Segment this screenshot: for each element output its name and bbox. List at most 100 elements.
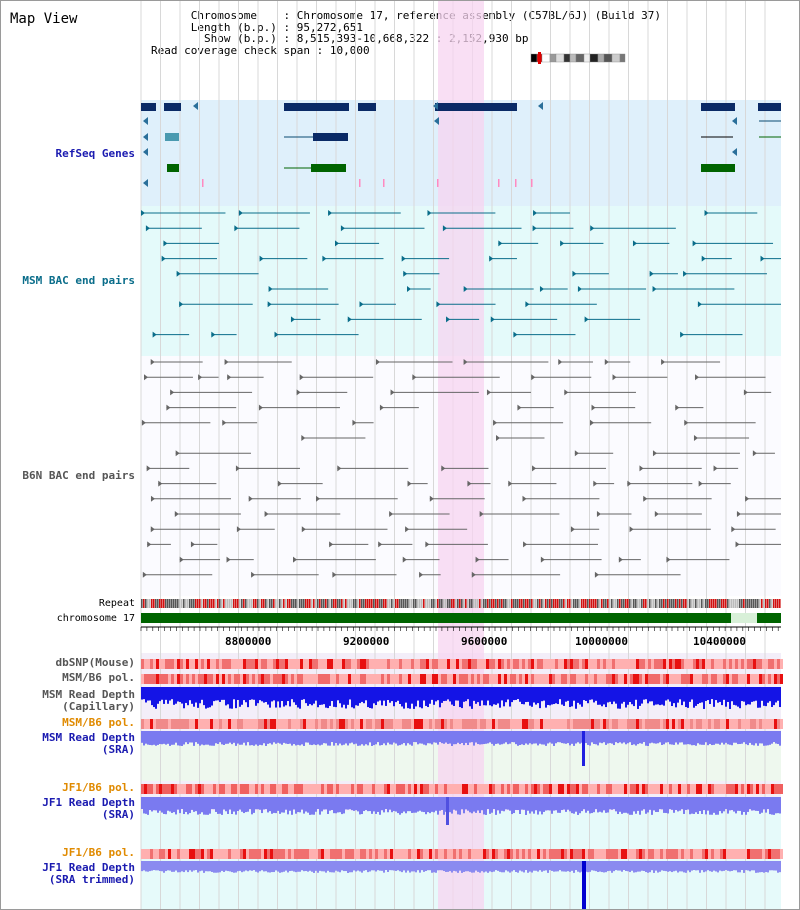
msm-sra-depth-bar: [485, 731, 487, 744]
jf1-b6-pol-strip: [747, 849, 750, 859]
dbsnp-strip: [336, 659, 339, 669]
msm-sra-depth-bar: [173, 731, 175, 745]
msm-b6-pol-strip: [351, 674, 354, 684]
jf1-b6-pol-strip: [642, 784, 645, 794]
jf1-b6-pol-strip: [285, 849, 288, 859]
msm-sra-depth-bar: [347, 731, 349, 746]
jf1-b6-pol-strip: [375, 849, 378, 859]
jf1-trim-depth-bar: [279, 861, 281, 873]
jf1-trim-depth-bar: [289, 861, 291, 872]
track-label-msm-bac[interactable]: MSM BAC end pairs: [22, 274, 135, 287]
msm-cap-depth-bar: [537, 687, 539, 704]
jf1-trim-depth-bar: [191, 861, 193, 872]
track-label-jf1-depth-sra[interactable]: JF1 Read Depth: [42, 796, 135, 809]
jf1-trim-depth-bar: [573, 861, 575, 873]
jf1-b6-pol-strip: [654, 849, 657, 859]
msm-cap-depth-bar: [443, 687, 445, 702]
jf1-sra-depth-bar: [149, 797, 151, 811]
repeat-mark: [299, 599, 301, 608]
jf1-trim-depth-bar: [517, 861, 519, 873]
msm-b6-pol-strip: [723, 674, 726, 684]
track-label-msm-b6-pol-2[interactable]: MSM/B6 pol.: [62, 716, 135, 729]
msm-sra-depth-bar: [569, 731, 571, 746]
jf1-b6-pol-strip: [345, 784, 348, 794]
dbsnp-strip: [585, 659, 588, 669]
msm-cap-depth-bar: [313, 687, 315, 704]
dbsnp-strip: [732, 659, 735, 669]
jf1-b6-pol-strip: [639, 784, 642, 794]
msm-sra-depth-bar: [435, 731, 437, 743]
msm-b6-pol-strip: [603, 719, 606, 729]
jf1-sra-depth-bar: [457, 797, 459, 815]
track-label-refseq[interactable]: RefSeq Genes: [55, 147, 135, 160]
repeat-mark: [731, 599, 733, 608]
track-label-msm-b6-pol-1[interactable]: MSM/B6 pol.: [62, 671, 135, 684]
jf1-sra-depth-bar: [769, 797, 771, 815]
dbsnp-strip: [771, 659, 774, 669]
msm-b6-pol-strip: [201, 674, 204, 684]
msm-sra-depth-bar: [415, 731, 417, 743]
msm-sra-depth-bar: [229, 731, 231, 743]
jf1-trim-depth-bar: [713, 861, 715, 871]
msm-b6-pol-strip: [312, 674, 315, 684]
jf1-trim-depth-bar: [733, 861, 735, 871]
repeat-mark: [539, 599, 541, 608]
jf1-sra-depth-bar: [615, 797, 617, 812]
repeat-mark: [289, 599, 291, 608]
jf1-sra-depth-bar: [741, 797, 743, 815]
jf1-b6-pol-strip: [594, 784, 597, 794]
gene-arrow: [732, 117, 737, 125]
msm-sra-depth-bar: [267, 731, 269, 744]
msm-b6-pol-strip: [336, 719, 339, 729]
track-label-jf1-b6-pol-1[interactable]: JF1/B6 pol.: [62, 781, 135, 794]
msm-sra-depth-bar: [363, 731, 365, 746]
jf1-trim-depth-bar: [165, 861, 167, 872]
msm-sra-depth-bar: [773, 731, 775, 743]
jf1-b6-pol-strip: [678, 849, 681, 859]
msm-cap-depth-bar: [639, 687, 641, 706]
jf1-sra-depth-bar: [725, 797, 727, 810]
jf1-trim-depth-bar: [669, 861, 671, 872]
msm-b6-pol-strip: [612, 674, 615, 684]
msm-sra-depth-bar: [695, 731, 697, 746]
msm-cap-depth-bar: [673, 687, 675, 704]
repeat-mark: [243, 599, 245, 608]
jf1-b6-pol-strip: [558, 784, 561, 794]
repeat-mark: [189, 599, 191, 608]
dbsnp-strip: [579, 659, 582, 669]
track-label-jf1-b6-pol-2[interactable]: JF1/B6 pol.: [62, 846, 135, 859]
msm-sra-depth-bar: [223, 731, 225, 745]
track-label-jf1-depth-trim[interactable]: JF1 Read Depth: [42, 861, 135, 874]
dbsnp-strip: [156, 659, 159, 669]
jf1-sra-depth-bar: [279, 797, 281, 814]
repeat-mark: [625, 599, 627, 608]
jf1-sra-depth-bar: [335, 797, 337, 814]
jf1-b6-pol-strip: [264, 784, 267, 794]
msm-b6-pol-strip: [453, 674, 456, 684]
dbsnp-strip: [468, 659, 471, 669]
dbsnp-strip: [645, 659, 648, 669]
msm-sra-depth-bar: [563, 731, 565, 744]
msm-b6-pol-strip: [300, 674, 303, 684]
jf1-b6-pol-strip: [534, 784, 537, 794]
jf1-sra-depth-bar: [183, 797, 185, 815]
repeat-mark: [613, 599, 615, 608]
jf1-trim-depth-bar: [689, 861, 691, 873]
track-label-dbsnp[interactable]: dbSNP(Mouse): [55, 656, 135, 669]
jf1-sra-depth-bar: [201, 797, 203, 813]
jf1-trim-depth-bar: [597, 861, 599, 873]
jf1-trim-depth-bar: [539, 861, 541, 871]
track-label-msm-depth-cap[interactable]: MSM Read Depth: [42, 688, 135, 701]
msm-sra-depth-bar: [641, 731, 643, 744]
jf1-b6-pol-strip: [372, 849, 375, 859]
jf1-trim-depth-bar: [721, 861, 723, 872]
jf1-sra-depth-bar: [475, 797, 477, 813]
msm-b6-pol-strip: [489, 674, 492, 684]
msm-bac-pair-end: [498, 240, 503, 247]
msm-b6-pol-strip: [390, 719, 393, 729]
track-label-msm-depth-sra[interactable]: MSM Read Depth: [42, 731, 135, 744]
coverage-value: 10,000: [329, 43, 370, 57]
track-label-b6n-bac[interactable]: B6N BAC end pairs: [22, 469, 135, 482]
jf1-b6-pol-strip: [480, 849, 483, 859]
